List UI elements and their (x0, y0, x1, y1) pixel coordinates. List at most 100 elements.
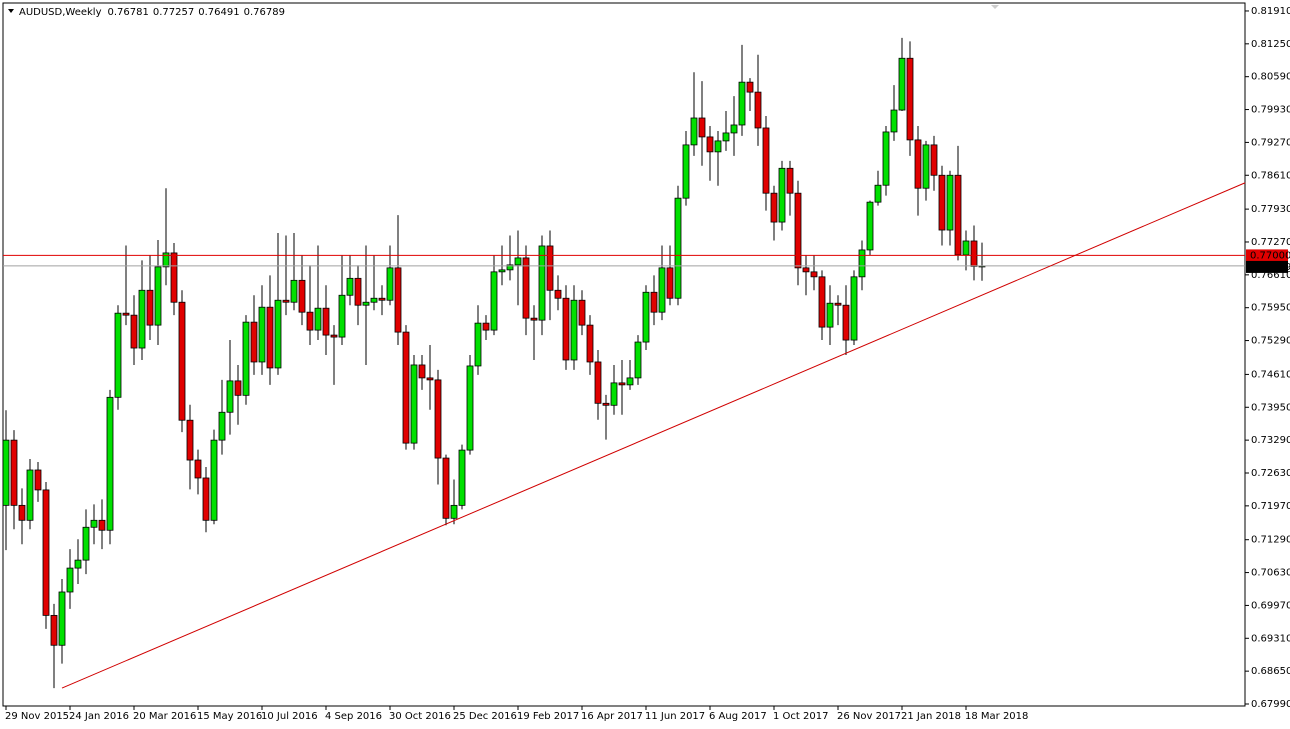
candle-body (674, 197, 682, 299)
candle-body (314, 307, 322, 331)
candle-body (842, 304, 850, 341)
x-tick-label: 29 Nov 2015 (5, 711, 69, 722)
candle-body (634, 341, 642, 379)
candle-body (162, 252, 170, 268)
x-tick-label: 6 Aug 2017 (709, 711, 767, 722)
x-tick-label: 21 Jan 2018 (901, 711, 961, 722)
candle-body (906, 57, 914, 141)
candle-body (170, 252, 178, 303)
candle-body (874, 184, 882, 203)
candle-body (778, 167, 786, 223)
y-tick-label: 0.77930 (1251, 204, 1290, 215)
candle-body (130, 314, 138, 349)
candle-body (794, 192, 802, 269)
x-tick-label: 1 Oct 2017 (773, 711, 828, 722)
x-tick-label: 30 Oct 2016 (389, 711, 451, 722)
level-label-box (1246, 249, 1288, 262)
level-label: 0.77000 (1250, 250, 1290, 261)
y-tick-label: 0.76610 (1251, 270, 1290, 281)
x-tick-label: 10 Jul 2016 (261, 711, 318, 722)
candle-body (890, 109, 898, 133)
candle-body (346, 277, 354, 296)
candle-body (930, 144, 938, 176)
candle-body (274, 299, 282, 369)
y-tick-label: 0.73950 (1251, 402, 1290, 413)
candle-body (394, 267, 402, 333)
candle-body (594, 361, 602, 404)
y-tick-label: 0.68650 (1251, 666, 1290, 677)
candle-body (58, 591, 66, 646)
candle-body (754, 91, 762, 129)
candle-body (962, 240, 970, 256)
candle-body (618, 382, 626, 386)
candle-body (554, 289, 562, 299)
candle-body (402, 331, 410, 444)
candle-body (106, 396, 114, 531)
candle-body (442, 457, 450, 519)
y-tick-label: 0.67990 (1251, 699, 1290, 710)
candle-body (242, 321, 250, 396)
y-tick-label: 0.79270 (1251, 137, 1290, 148)
candle-body (330, 334, 338, 338)
candle-body (234, 380, 242, 396)
candle-body (522, 257, 530, 319)
candle-body (466, 365, 474, 451)
chart-header: AUDUSD,Weekly 0.76781 0.77257 0.76491 0.7678… (19, 7, 285, 18)
candle-body (338, 294, 346, 338)
candle-body (514, 257, 522, 266)
candle-body (266, 306, 274, 369)
candle-body (258, 306, 266, 363)
candle-body (410, 364, 418, 444)
candle-body (682, 144, 690, 199)
candle-body (946, 174, 954, 231)
candle-body (50, 614, 58, 646)
candle-body (42, 489, 50, 616)
candle-body (146, 289, 154, 326)
candle-body (370, 297, 378, 303)
candle-body (570, 299, 578, 361)
candle-body (626, 377, 634, 386)
candle-body (578, 299, 586, 326)
y-tick-label: 0.81250 (1251, 39, 1290, 50)
y-tick-label: 0.72630 (1251, 468, 1290, 479)
candle-body (26, 469, 34, 521)
candle-body (802, 267, 810, 273)
y-tick-label: 0.75950 (1251, 303, 1290, 314)
candle-body (354, 277, 362, 306)
trendline (61, 182, 1246, 689)
candle-body (658, 267, 666, 313)
candle-body (306, 311, 314, 331)
x-tick-label: 4 Sep 2016 (325, 711, 382, 722)
candle-body (186, 419, 194, 461)
candle-body (18, 504, 26, 521)
candle-body (746, 81, 754, 93)
low-value: 0.76491 (198, 7, 239, 18)
candle-body (114, 312, 122, 398)
candle-body (970, 240, 978, 267)
candle-body (474, 322, 482, 367)
candle-body (922, 144, 930, 189)
candle-body (538, 245, 546, 321)
candle-body (730, 124, 738, 134)
candle-body (450, 504, 458, 519)
menu-arrow (8, 9, 14, 13)
y-tick-label: 0.69310 (1251, 633, 1290, 644)
y-tick-label: 0.71970 (1251, 501, 1290, 512)
candle-body (602, 402, 610, 406)
x-tick-label: 25 Dec 2016 (453, 711, 517, 722)
candle-body (722, 132, 730, 142)
x-tick-label: 19 Feb 2017 (517, 711, 579, 722)
y-tick-label: 0.77270 (1251, 237, 1290, 248)
candle-body (826, 302, 834, 328)
symbol: AUDUSD,Weekly (19, 7, 102, 18)
candle-body (418, 364, 426, 379)
candle-body (138, 289, 146, 349)
candle-body (938, 174, 946, 231)
candle-body (482, 322, 490, 331)
candle-body (762, 127, 770, 194)
candle-body (298, 279, 306, 313)
candle-body (178, 301, 186, 421)
high-value: 0.77257 (153, 7, 194, 18)
y-tick-label: 0.69970 (1251, 600, 1290, 611)
